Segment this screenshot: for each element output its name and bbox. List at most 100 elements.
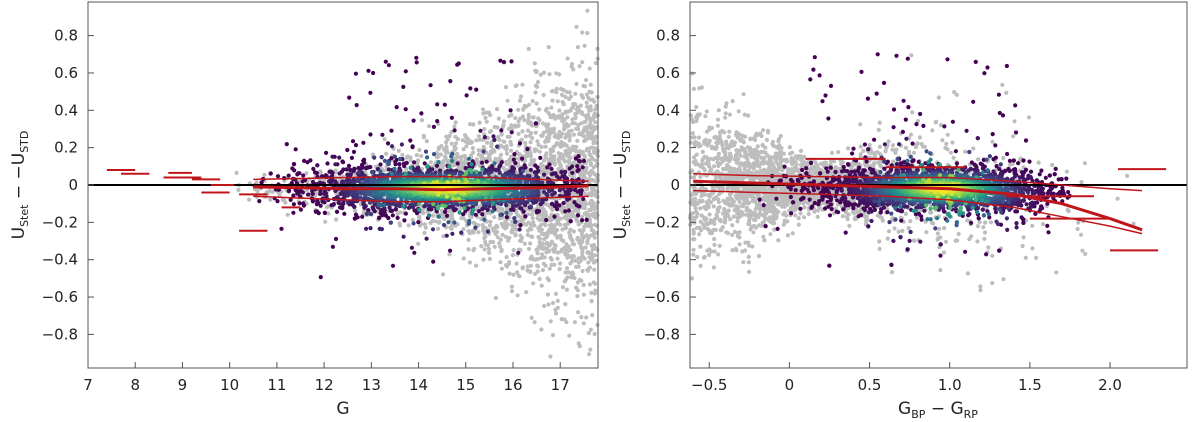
grey-point: [533, 90, 538, 95]
grey-point: [552, 232, 558, 237]
grey-point: [529, 212, 535, 217]
grey-point: [460, 154, 465, 159]
density-point: [466, 156, 471, 161]
grey-point: [546, 170, 551, 175]
density-point: [409, 245, 414, 250]
grey-point: [443, 155, 448, 160]
density-point: [279, 226, 284, 231]
grey-point: [588, 119, 593, 124]
grey-point: [552, 114, 558, 119]
grey-point: [450, 216, 455, 221]
grey-point: [534, 69, 539, 74]
grey-point: [525, 264, 530, 269]
density-point: [364, 211, 369, 216]
left-panel: 7 8 9 10 11 12 13 14 15 16 17 −0.8−0.6−0.4−0.200.2…: [9, 1, 601, 419]
grey-point: [586, 260, 591, 265]
density-point: [455, 161, 460, 166]
grey-point: [448, 225, 453, 230]
grey-point: [579, 315, 584, 320]
density-point: [395, 215, 400, 220]
grey-point: [565, 266, 570, 271]
grey-point: [508, 139, 513, 144]
density-point: [528, 204, 533, 209]
density-point: [366, 208, 371, 213]
grey-point: [593, 146, 598, 151]
grey-point: [584, 100, 589, 105]
density-point: [463, 171, 469, 176]
grey-point: [491, 147, 496, 153]
density-point: [370, 170, 375, 175]
grey-point: [550, 98, 555, 103]
density-point: [353, 212, 359, 217]
grey-point: [549, 105, 554, 110]
grey-point: [439, 144, 444, 149]
grey-point: [589, 243, 594, 248]
grey-point: [485, 140, 490, 145]
density-point: [293, 147, 298, 152]
grey-point: [567, 129, 572, 134]
grey-point: [583, 245, 588, 250]
grey-point: [497, 137, 502, 142]
density-point: [301, 173, 306, 178]
grey-point: [570, 161, 575, 166]
grey-point: [526, 112, 531, 117]
grey-point: [482, 247, 487, 252]
grey-point: [571, 102, 576, 107]
grey-point: [304, 171, 309, 176]
grey-point: [494, 223, 499, 228]
density-point: [292, 168, 297, 173]
grey-point: [540, 212, 545, 217]
grey-point: [513, 115, 518, 121]
grey-point: [234, 170, 239, 175]
grey-point: [541, 70, 547, 75]
density-point: [295, 172, 300, 177]
grey-point: [540, 231, 545, 236]
density-point: [491, 201, 496, 206]
grey-point: [546, 122, 551, 127]
grey-point: [545, 276, 550, 281]
grey-point: [481, 257, 486, 262]
grey-point: [423, 225, 428, 230]
grey-point: [262, 172, 267, 177]
grey-point: [590, 247, 595, 252]
grey-point: [535, 269, 540, 274]
grey-point: [479, 244, 484, 249]
grey-point: [469, 230, 474, 235]
density-point: [535, 208, 540, 213]
grey-point: [589, 145, 594, 150]
density-point: [368, 211, 374, 217]
grey-point: [583, 202, 589, 207]
density-point: [358, 195, 363, 200]
grey-point: [516, 131, 521, 136]
grey-point: [583, 113, 588, 118]
grey-point: [593, 107, 598, 112]
grey-point: [511, 272, 516, 277]
grey-point: [580, 246, 585, 251]
grey-point: [588, 191, 593, 196]
grey-point: [466, 140, 471, 145]
grey-point: [509, 112, 514, 117]
density-point: [397, 162, 402, 167]
grey-point: [559, 139, 564, 145]
grey-point: [484, 119, 489, 124]
grey-point: [592, 206, 597, 211]
grey-point: [591, 170, 596, 175]
grey-point: [470, 146, 475, 151]
density-point: [372, 155, 377, 160]
density-point: [490, 209, 495, 214]
density-point: [370, 193, 375, 198]
grey-point: [556, 234, 561, 239]
grey-point: [547, 223, 552, 228]
grey-point: [449, 141, 454, 146]
density-point: [388, 220, 393, 225]
grey-point: [550, 333, 556, 338]
density-point: [334, 209, 340, 214]
grey-point: [556, 151, 561, 156]
density-point: [550, 192, 555, 197]
density-point: [341, 160, 346, 165]
density-point: [315, 199, 320, 204]
grey-point: [593, 126, 598, 131]
grey-point: [584, 116, 590, 121]
grey-point: [593, 158, 598, 163]
grey-point: [537, 236, 542, 241]
